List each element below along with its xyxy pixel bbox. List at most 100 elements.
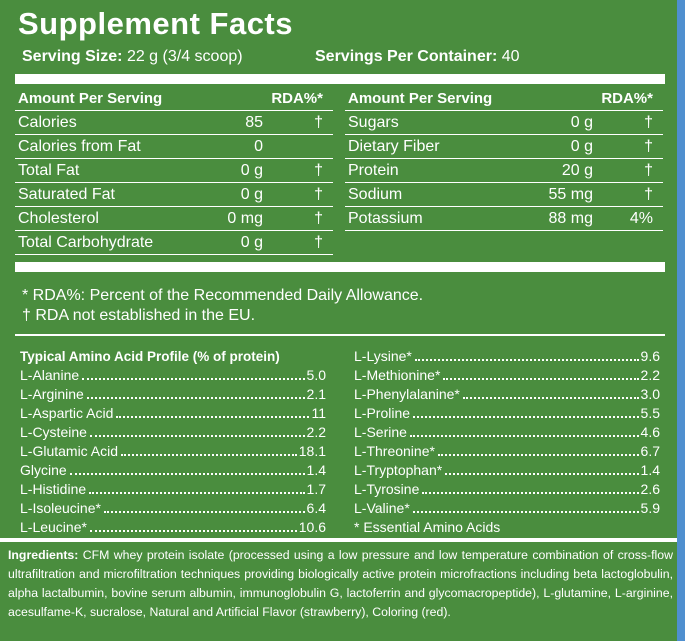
amino-name: L-Tryptophan* xyxy=(354,462,443,478)
nutrient-amount: 85 xyxy=(245,114,263,131)
nutrient-name: Protein xyxy=(348,162,399,179)
amino-value: 1.4 xyxy=(306,462,326,478)
amino-name: L-Leucine* xyxy=(20,519,87,535)
leader xyxy=(409,423,639,437)
nutrient-name: Dietary Fiber xyxy=(348,138,440,155)
ingredients-label: Ingredients: xyxy=(8,548,79,562)
leader xyxy=(422,480,639,494)
amino-row: L-Histidine 1.7 xyxy=(20,480,326,499)
amino-row: L-Proline 5.5 xyxy=(354,404,660,423)
amino-row: L-Leucine* 10.6 xyxy=(20,518,326,537)
amino-row: L-Aspartic Acid 11 xyxy=(20,404,326,423)
edge-strip xyxy=(677,0,685,641)
header-cell: Amount Per Serving xyxy=(18,90,163,107)
amino-value: 2.2 xyxy=(306,424,326,440)
amino-row: L-Glutamic Acid 18.1 xyxy=(20,442,326,461)
nutrient-row: Sodium 55 mg † xyxy=(345,183,663,207)
leader xyxy=(412,499,639,513)
ingredients: Ingredients: CFM whey protein isolate (p… xyxy=(8,546,673,622)
divider xyxy=(15,262,665,272)
leader xyxy=(89,480,305,494)
amino-value: 2.1 xyxy=(306,386,326,402)
nutrient-name: Cholesterol xyxy=(18,210,99,227)
amino-row: L-Alanine 5.0 xyxy=(20,366,326,385)
nutrient-row: Calories 85 † xyxy=(15,111,333,135)
leader xyxy=(103,499,305,513)
leader xyxy=(445,461,639,475)
nutrient-rda: † xyxy=(644,114,653,131)
amino-name: L-Tyrosine xyxy=(354,481,420,497)
amino-value: 9.6 xyxy=(640,348,660,364)
nutrient-amount: 0 g xyxy=(240,162,263,179)
nutrient-row: Sugars 0 g † xyxy=(345,111,663,135)
nutrient-amount: 0 g xyxy=(570,114,593,131)
amino-name: L-Glutamic Acid xyxy=(20,443,119,459)
nutrient-amount: 55 mg xyxy=(548,186,593,203)
nutrient-amount: 0 g xyxy=(240,234,263,251)
nutrient-name: Saturated Fat xyxy=(18,186,115,203)
divider xyxy=(0,538,677,542)
nutrient-rda: † xyxy=(644,186,653,203)
nutrient-name: Sodium xyxy=(348,186,403,203)
amino-row: L-Cysteine 2.2 xyxy=(20,423,326,442)
leader xyxy=(89,518,297,532)
amino-name: L-Alanine xyxy=(20,367,80,383)
nutrient-amount: 0 g xyxy=(240,186,263,203)
amino-name: L-Arginine xyxy=(20,386,84,402)
amino-row: L-Isoleucine* 6.4 xyxy=(20,499,326,518)
amino-column: Typical Amino Acid Profile (% of protein… xyxy=(20,347,326,537)
nutrient-row: Saturated Fat 0 g † xyxy=(15,183,333,207)
nutrient-amount: 0 mg xyxy=(227,210,263,227)
amino-value: 2.2 xyxy=(640,367,660,383)
amino-value: 5.0 xyxy=(306,367,326,383)
amino-value: 5.9 xyxy=(640,500,660,516)
serving-size-value: 22 g (3/4 scoop) xyxy=(126,48,243,65)
nutrient-row: Total Fat 0 g † xyxy=(15,159,333,183)
amino-value: 6.4 xyxy=(306,500,326,516)
amino-title: Typical Amino Acid Profile (% of protein… xyxy=(20,349,280,364)
leader xyxy=(82,366,305,380)
amino-name: L-Methionine* xyxy=(354,367,441,383)
amino-value: 2.6 xyxy=(640,481,660,497)
nutrient-name: Sugars xyxy=(348,114,399,131)
divider xyxy=(15,74,665,84)
amino-name: L-Lysine* xyxy=(354,348,412,364)
amino-name: L-Aspartic Acid xyxy=(20,405,114,421)
nutrient-amount: 0 g xyxy=(570,138,593,155)
nutrient-column: Amount Per Serving RDA%* Sugars 0 g † Dietary… xyxy=(345,87,663,231)
nutrient-row: Dietary Fiber 0 g † xyxy=(345,135,663,159)
nutrient-name: Total Carbohydrate xyxy=(18,234,154,251)
servings-value: 40 xyxy=(501,48,520,65)
amino-row: L-Valine* 5.9 xyxy=(354,499,660,518)
amino-value: 10.6 xyxy=(298,519,326,535)
amino-name: L-Isoleucine* xyxy=(20,500,101,516)
amino-note: * Essential Amino Acids xyxy=(354,519,501,535)
nutrient-amount: 20 g xyxy=(561,162,593,179)
divider xyxy=(15,334,665,336)
nutrient-row: Potassium 88 mg 4% xyxy=(345,207,663,231)
leader xyxy=(116,404,310,418)
nutrient-row: Calories from Fat 0 xyxy=(15,135,333,159)
servings-label: Servings Per Container: xyxy=(315,48,498,65)
amino-name: L-Threonine* xyxy=(354,443,435,459)
leader xyxy=(414,347,639,361)
header-cell: RDA%* xyxy=(601,90,653,107)
nutrient-rda: † xyxy=(314,210,323,227)
leader xyxy=(69,461,305,475)
leader xyxy=(121,442,297,456)
amino-value: 1.7 xyxy=(306,481,326,497)
amino-value: 4.6 xyxy=(640,424,660,440)
footnote: † RDA not established in the EU. xyxy=(22,307,256,324)
amino-name: Glycine xyxy=(20,462,67,478)
leader xyxy=(462,385,639,399)
nutrient-row: Total Carbohydrate 0 g † xyxy=(15,231,333,255)
header-cell: RDA%* xyxy=(271,90,323,107)
amino-row: L-Arginine 2.1 xyxy=(20,385,326,404)
footnote: * RDA%: Percent of the Recommended Daily… xyxy=(22,287,424,304)
amino-row: L-Phenylalanine* 3.0 xyxy=(354,385,660,404)
title: Supplement Facts xyxy=(18,6,293,41)
leader xyxy=(437,442,639,456)
nutrient-row: Protein 20 g † xyxy=(345,159,663,183)
amino-row: L-Serine 4.6 xyxy=(354,423,660,442)
nutrient-rda: † xyxy=(314,186,323,203)
